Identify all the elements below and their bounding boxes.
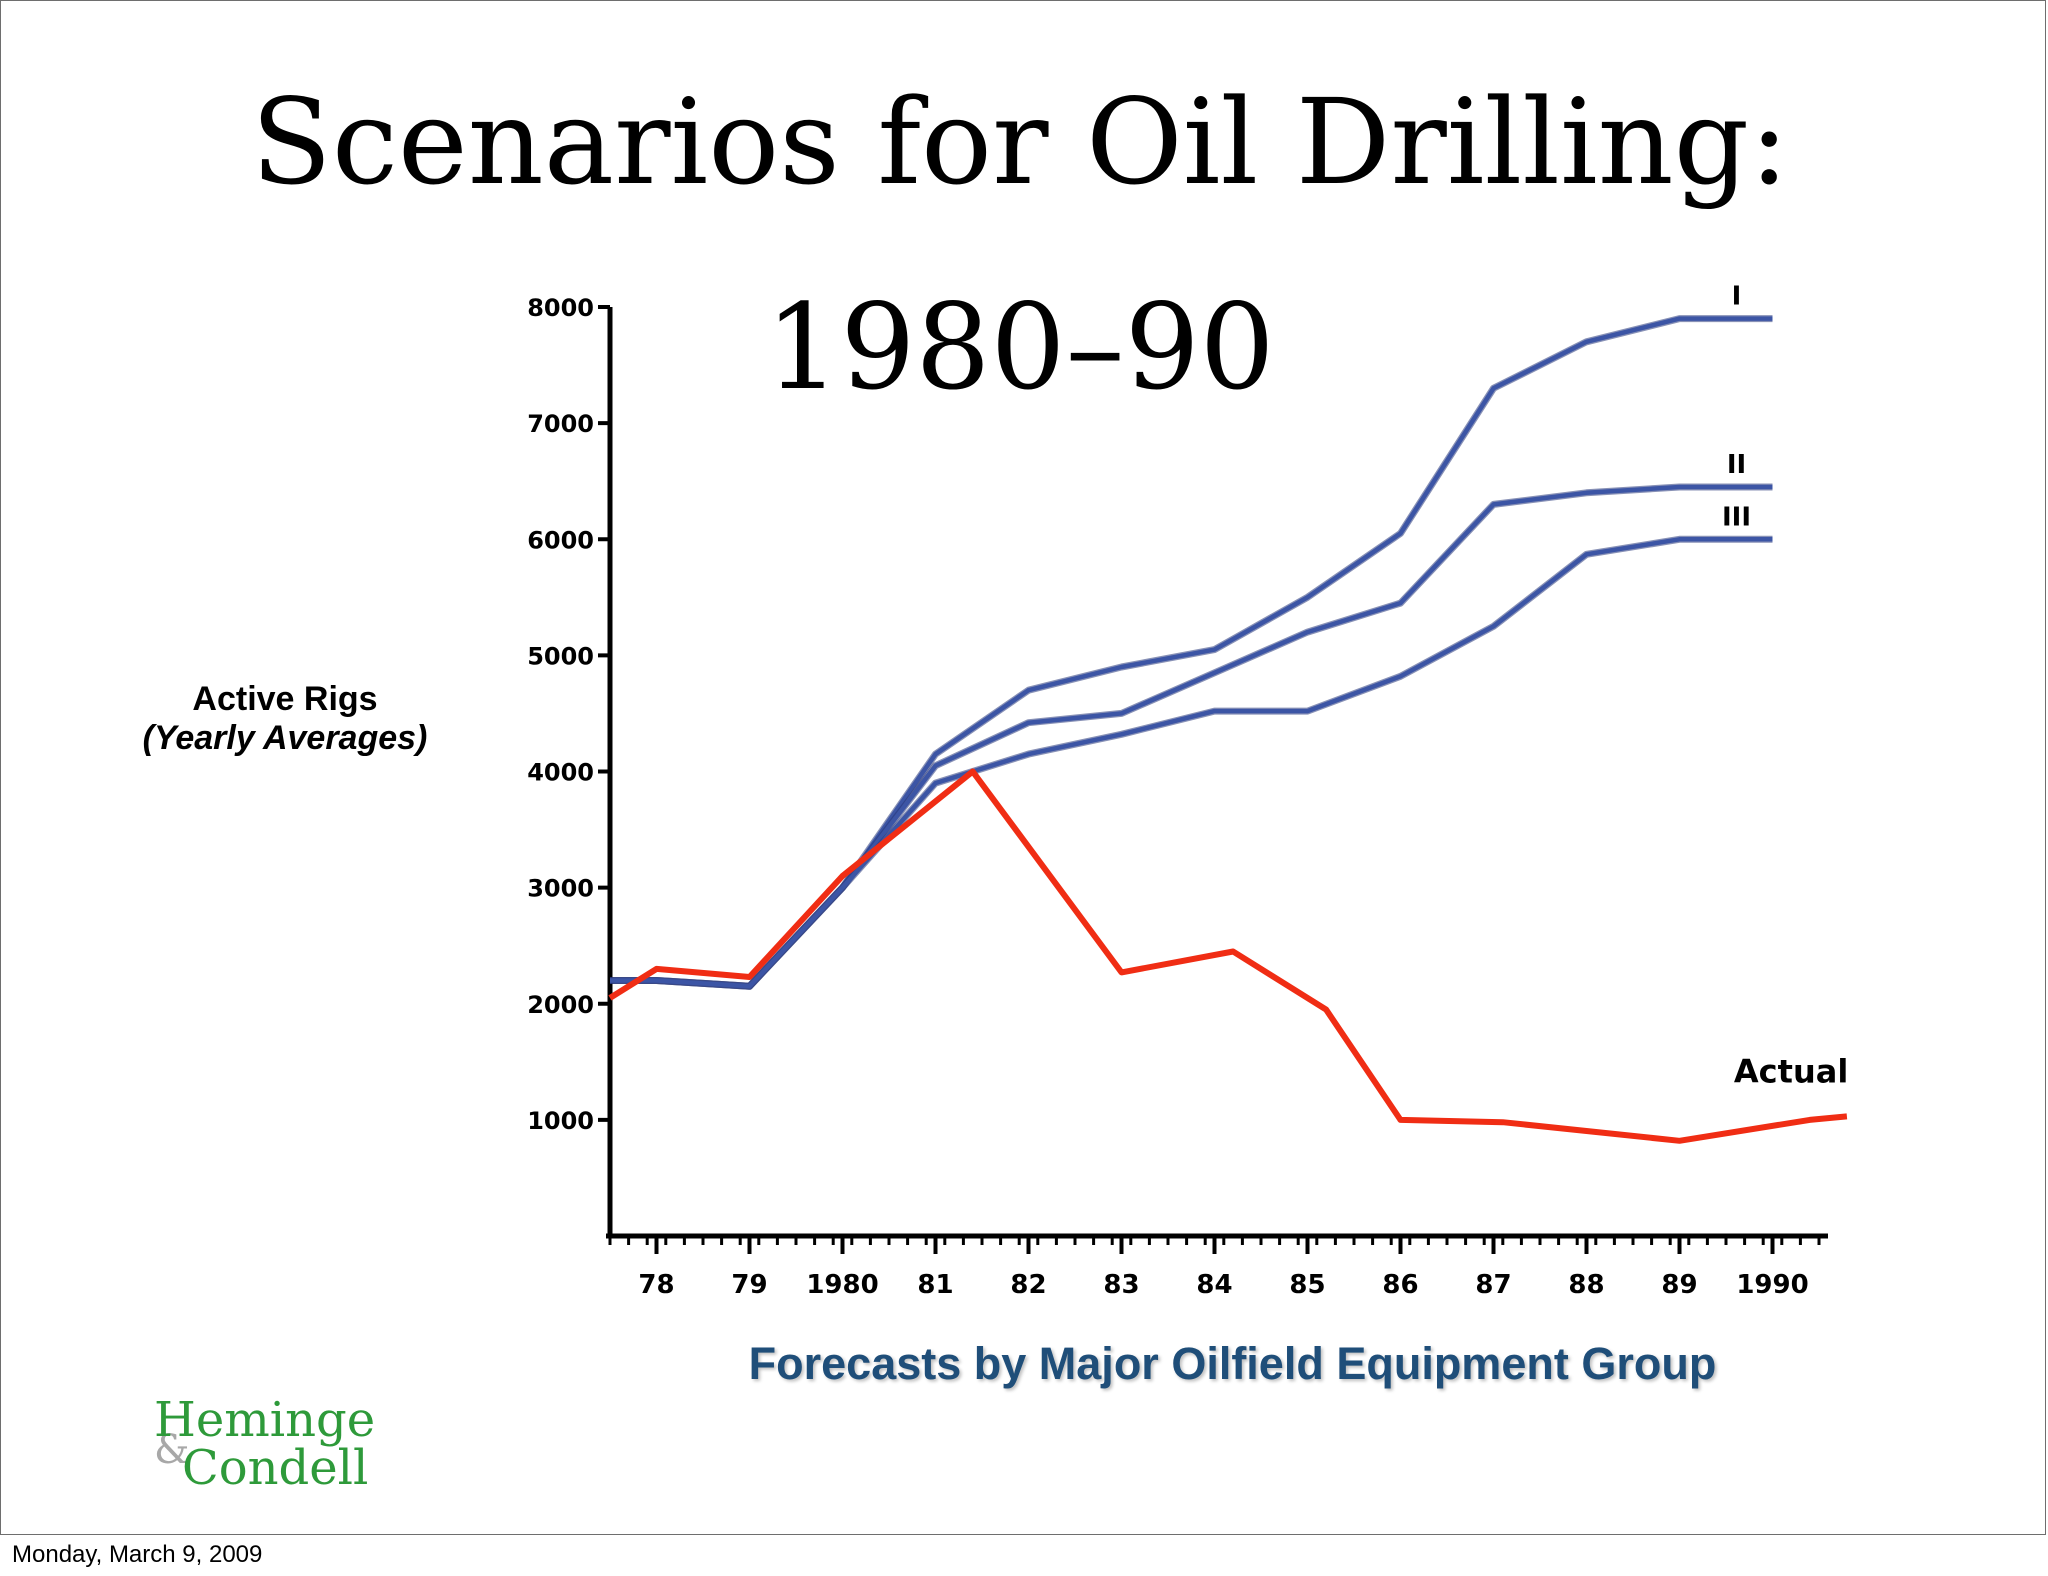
page-title: Scenarios for Oil Drilling: 1980–90 [251, 73, 1789, 416]
x-tick-label-88: 88 [1568, 1270, 1604, 1300]
x-tick-label-86: 86 [1382, 1270, 1418, 1300]
series-line-i [610, 316, 1773, 989]
y-tick-label-1000: 1000 [527, 1107, 594, 1135]
y-axis-label-line2: (Yearly Averages) [142, 719, 428, 757]
x-tick-label-82: 82 [1010, 1270, 1046, 1300]
y-tick-label-7000: 7000 [527, 410, 594, 438]
chart-caption: Forecasts by Major Oilfield Equipment Gr… [748, 1338, 1717, 1389]
y-tick-label-4000: 4000 [527, 759, 594, 787]
logo-word-heminge: Heminge [154, 1392, 376, 1448]
series-line-actual [608, 768, 1848, 1144]
y-axis-label-line1: Active Rigs [192, 680, 378, 718]
y-tick-label-8000: 8000 [527, 294, 594, 322]
x-tick-label-89: 89 [1661, 1270, 1697, 1300]
series-line-shadow-II [610, 483, 1773, 990]
x-tick-label-79: 79 [731, 1270, 767, 1300]
x-tick-label-1980: 1980 [806, 1270, 878, 1300]
chart-axes: 1000 2000 3000 4000 5000 6000 7000 8000 78 79 1980… [527, 294, 1828, 1300]
series-line-iii [610, 537, 1773, 989]
series-label-i: I [1732, 282, 1742, 312]
company-logo: & Heminge Condell [150, 1392, 380, 1502]
footer-date: Monday, March 9, 2009 [12, 1541, 263, 1568]
chart-series [608, 315, 1848, 1144]
y-tick-label-2000: 2000 [527, 991, 594, 1019]
x-tick-label-1990: 1990 [1736, 1270, 1808, 1300]
y-tick-label-3000: 3000 [527, 875, 594, 903]
y-tick-label-5000: 5000 [527, 642, 594, 670]
x-tick-label-87: 87 [1475, 1270, 1511, 1300]
series-label-iii: III [1722, 502, 1751, 532]
slide-frame [0, 0, 2046, 1535]
y-tick-label-6000: 6000 [527, 526, 594, 554]
x-tick-label-78: 78 [638, 1270, 674, 1300]
logo-ampersand: & [154, 1427, 190, 1473]
x-tick-label-83: 83 [1103, 1270, 1139, 1300]
series-line-shadow-III [610, 535, 1773, 990]
x-tick-label-81: 81 [917, 1270, 953, 1300]
series-line-ii [610, 484, 1773, 989]
series-label-actual: Actual [1734, 1052, 1848, 1090]
logo-word-condell: Condell [182, 1440, 369, 1496]
series-label-ii: II [1727, 450, 1746, 480]
x-tick-label-84: 84 [1196, 1270, 1232, 1300]
x-tick-label-85: 85 [1289, 1270, 1325, 1300]
y-axis-label: Active Rigs (Yearly Averages) [90, 680, 480, 758]
